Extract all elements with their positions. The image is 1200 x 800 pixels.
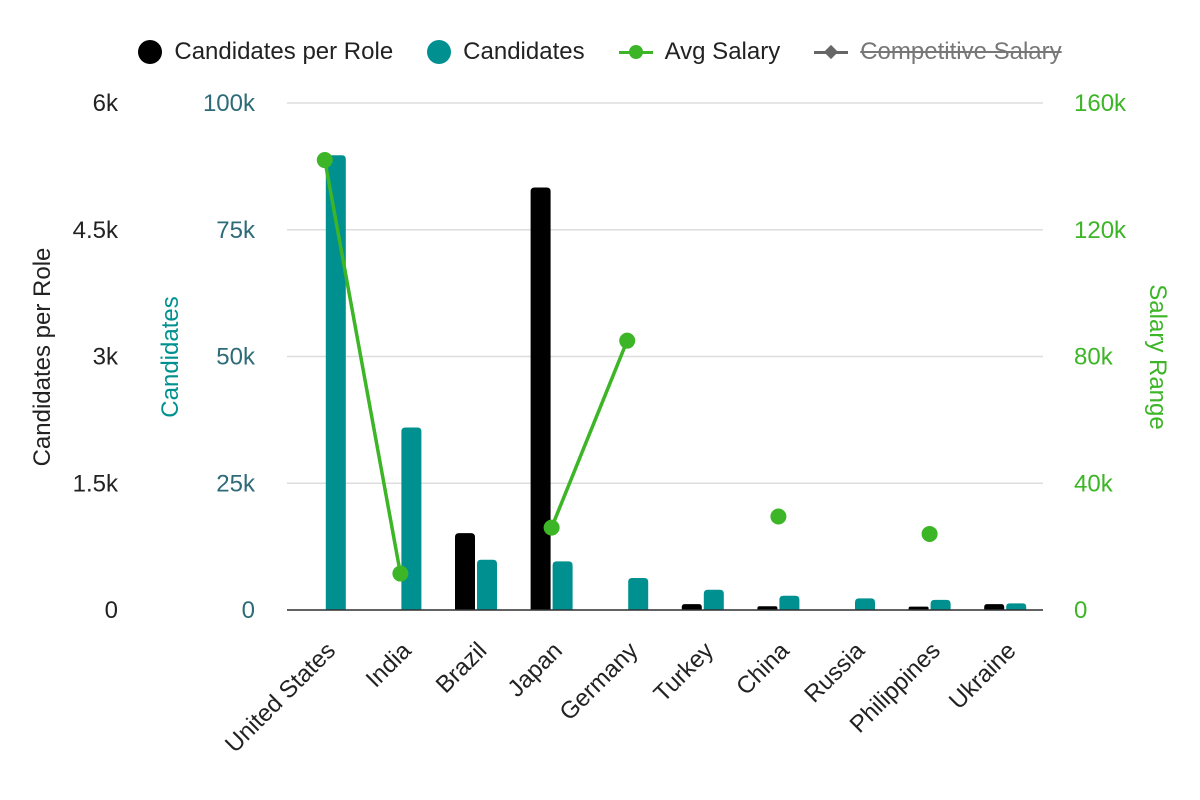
legend-label: Avg Salary — [664, 38, 781, 65]
legend-line-circle-icon — [618, 40, 653, 64]
bar-candidates-india[interactable] — [401, 427, 422, 610]
left-inner-tick-label: 50k — [216, 344, 256, 371]
bar-candidates-per-role-philippines[interactable] — [908, 606, 929, 610]
line-segment-avg-salary — [323, 159, 403, 574]
legend-label: Competitive Salary — [860, 38, 1062, 65]
point-avg-salary-philippines[interactable] — [921, 525, 938, 542]
right-tick-label: 120k — [1074, 217, 1127, 244]
legend-line-diamond-icon — [814, 40, 849, 64]
x-tick-label: India — [361, 637, 417, 693]
left-outer-tick-label: 1.5k — [73, 470, 119, 497]
x-tick-label: Brazil — [431, 637, 493, 699]
bar-candidates-united-states[interactable] — [325, 155, 346, 610]
x-tick-label: United States — [220, 637, 341, 758]
left-outer-axis-title: Candidates per Role — [29, 248, 56, 467]
left-inner-tick-label: 100k — [203, 90, 256, 117]
bars — [287, 155, 1043, 611]
right-tick-label: 80k — [1074, 344, 1114, 371]
bar-candidates-germany[interactable] — [628, 578, 649, 610]
point-avg-salary-india[interactable] — [392, 565, 409, 582]
legend-circle-icon — [138, 40, 163, 64]
point-avg-salary-japan[interactable] — [543, 519, 560, 536]
bar-candidates-russia[interactable] — [855, 598, 875, 610]
salary-line — [316, 152, 938, 582]
point-avg-salary-united-states[interactable] — [316, 152, 333, 169]
left-inner-tick-label: 0 — [242, 597, 255, 624]
bar-candidates-per-role-turkey[interactable] — [681, 604, 702, 610]
point-avg-salary-china[interactable] — [770, 508, 787, 525]
point-avg-salary-germany[interactable] — [619, 332, 636, 349]
bar-candidates-turkey[interactable] — [703, 589, 724, 610]
line-segment-avg-salary — [549, 340, 629, 529]
x-tick-label: Ukraine — [944, 637, 1022, 715]
bar-candidates-philippines[interactable] — [930, 599, 951, 610]
axes: 0 1.5k 3k 4.5k 6k 0 25k 50k 75k 100k 0 40k 80k 120k 16… — [29, 90, 1171, 624]
legend-item-candidates-per-role[interactable]: Candidates per Role — [138, 38, 393, 66]
left-outer-tick-label: 6k — [93, 90, 119, 117]
legend-label: Candidates per Role — [174, 38, 394, 65]
bar-candidates-ukraine[interactable] — [1006, 603, 1027, 610]
bar-candidates-china[interactable] — [779, 595, 800, 610]
right-tick-label: 40k — [1074, 470, 1114, 497]
left-inner-axis-title: Candidates — [157, 296, 184, 417]
x-tick-label: Germany — [555, 637, 644, 726]
x-tick-label: Turkey — [649, 637, 719, 707]
left-outer-tick-label: 3k — [93, 344, 119, 371]
right-tick-label: 160k — [1074, 90, 1127, 117]
bar-candidates-per-role-japan[interactable] — [530, 187, 551, 611]
legend-circle-icon — [427, 40, 452, 64]
bar-candidates-per-role-ukraine[interactable] — [984, 604, 1005, 610]
bar-candidates-brazil[interactable] — [477, 559, 497, 610]
bar-candidates-per-role-china[interactable] — [757, 606, 778, 610]
bar-candidates-japan[interactable] — [552, 561, 573, 610]
bar-candidates-per-role-brazil[interactable] — [455, 533, 475, 610]
legend-item-candidates[interactable]: Candidates — [427, 38, 585, 66]
left-outer-tick-label: 4.5k — [73, 217, 119, 244]
left-outer-tick-label: 0 — [105, 597, 118, 624]
legend: Candidates per Role Candidates Avg Salary C… — [0, 30, 1200, 74]
right-tick-label: 0 — [1074, 597, 1087, 624]
left-inner-tick-label: 25k — [216, 470, 256, 497]
legend-label: Candidates — [463, 38, 585, 65]
left-inner-tick-label: 75k — [216, 217, 256, 244]
right-axis-title: Salary Range — [1144, 284, 1171, 429]
x-tick-label: China — [731, 637, 795, 701]
legend-item-competitive-salary[interactable]: Competitive Salary — [814, 38, 1062, 66]
legend-item-avg-salary[interactable]: Avg Salary — [618, 38, 781, 66]
x-tick-label: Russia — [799, 637, 870, 708]
x-tick-label: Japan — [503, 637, 568, 702]
